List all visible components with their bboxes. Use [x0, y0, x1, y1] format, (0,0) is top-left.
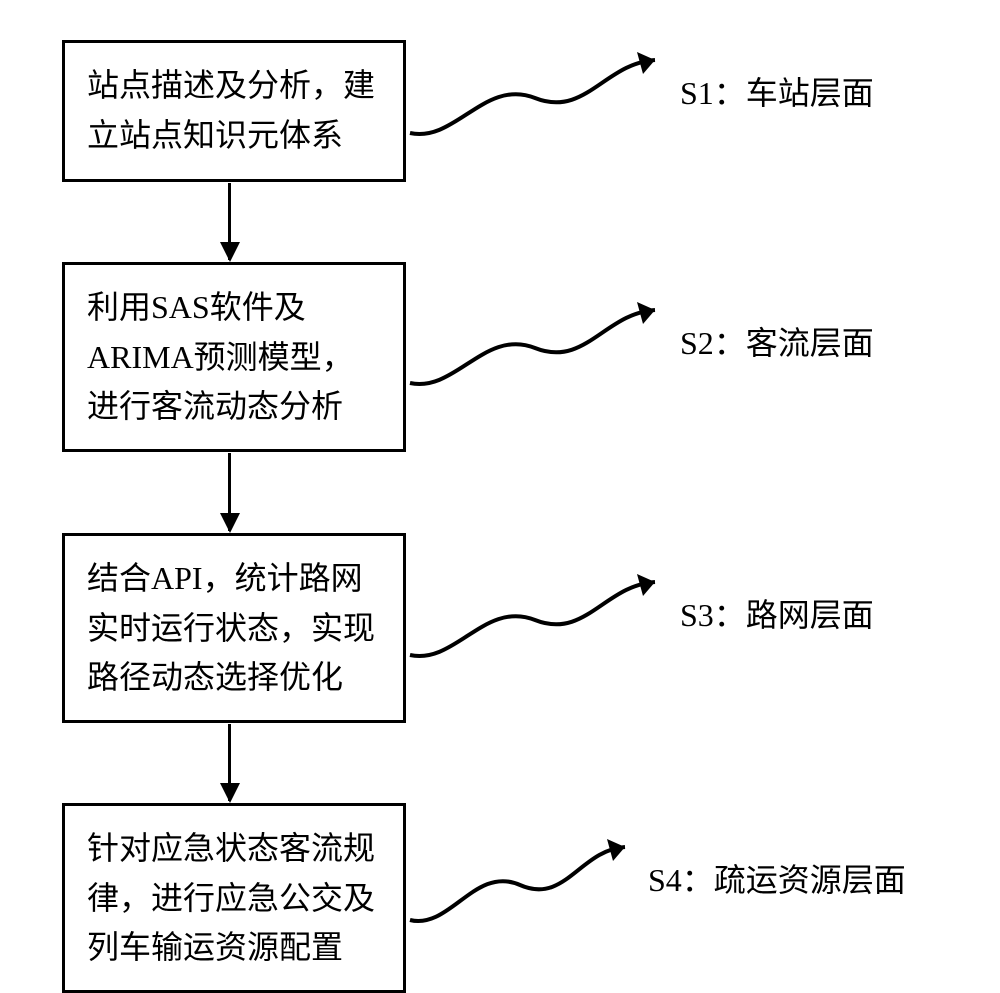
label-s1-text: S1：车站层面 — [680, 75, 874, 111]
label-s2: S2：客流层面 — [680, 318, 874, 364]
flowchart-box-1: 站点描述及分析，建立站点知识元体系 — [62, 40, 406, 182]
label-s2-text: S2：客流层面 — [680, 325, 874, 361]
arrow-down-3 — [228, 724, 231, 801]
box-2-text: 利用SAS软件及ARIMA预测模型，进行客流动态分析 — [87, 289, 354, 424]
box-3-text: 结合API，统计路网实时运行状态，实现路径动态选择优化 — [87, 560, 375, 695]
flowchart-box-2: 利用SAS软件及ARIMA预测模型，进行客流动态分析 — [62, 262, 406, 452]
flowchart-box-3: 结合API，统计路网实时运行状态，实现路径动态选择优化 — [62, 533, 406, 723]
box-4-text: 针对应急状态客流规律，进行应急公交及列车输运资源配置 — [87, 830, 375, 965]
arrow-down-1 — [228, 183, 231, 260]
label-s3: S3：路网层面 — [680, 590, 874, 636]
label-s4: S4：疏运资源层面 — [648, 855, 906, 901]
box-1-text: 站点描述及分析，建立站点知识元体系 — [87, 67, 375, 153]
arrow-down-2 — [228, 453, 231, 531]
curve-arrow-3 — [405, 570, 675, 670]
label-s1: S1：车站层面 — [680, 68, 874, 114]
flowchart-box-4: 针对应急状态客流规律，进行应急公交及列车输运资源配置 — [62, 803, 406, 993]
curve-arrow-1 — [405, 48, 675, 148]
curve-arrow-4 — [405, 835, 645, 935]
curve-arrow-2 — [405, 298, 675, 398]
label-s3-text: S3：路网层面 — [680, 597, 874, 633]
label-s4-text: S4：疏运资源层面 — [648, 862, 906, 898]
